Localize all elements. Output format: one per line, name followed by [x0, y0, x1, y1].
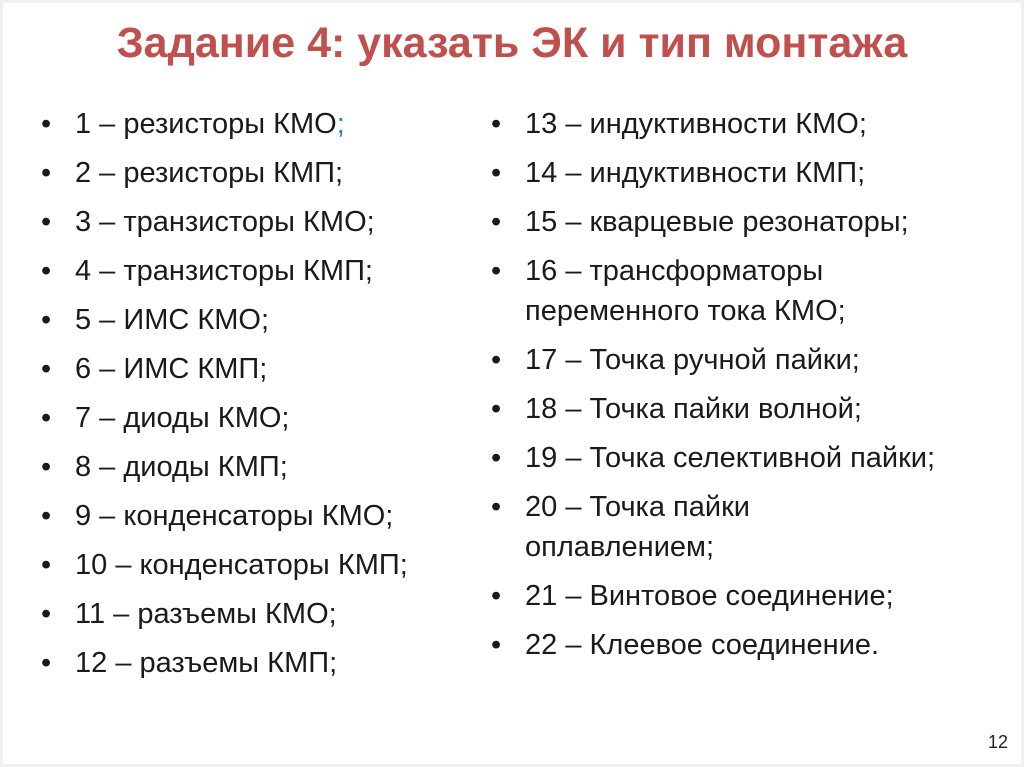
list-item-text: 7 – диоды КМО; — [75, 402, 290, 435]
list-item-text: 2 – резисторы КМП; — [75, 157, 344, 190]
bullet-icon: • — [491, 108, 502, 141]
list-item-text: 12 – разъемы КМП; — [75, 647, 338, 680]
bullet-list-left: • 1 – резисторы КМО; • 2 – резисторы КМП; • 3… — [41, 104, 491, 692]
list-item-text: 18 – Точка пайки волной; — [525, 393, 862, 426]
list-item-left-6: • 7 – диоды КМО; — [41, 398, 491, 438]
list-item-text: 19 – Точка селективной пайки; — [525, 442, 936, 475]
list-item-text: 21 – Винтовое соединение; — [525, 580, 894, 613]
bullet-icon: • — [491, 255, 502, 288]
bullet-icon: • — [491, 344, 502, 377]
bullet-icon: • — [491, 580, 502, 613]
list-item-left-9: • 10 – конденсаторы КМП; — [41, 545, 491, 585]
bullet-icon: • — [491, 442, 502, 475]
list-item-left-0: • 1 – резисторы КМО; — [41, 104, 491, 144]
bullet-icon: • — [41, 500, 52, 533]
list-item-right-0: • 13 – индуктивности КМО; — [491, 104, 1005, 144]
list-item-text: 22 – Клеевое соединение. — [525, 629, 880, 662]
page-number: 12 — [987, 732, 1008, 752]
list-item-right-4: • 17 – Точка ручной пайки; — [491, 340, 1005, 380]
list-item-text: 15 – кварцевые резонаторы; — [525, 206, 909, 239]
list-item-left-2: • 3 – транзисторы КМО; — [41, 202, 491, 242]
list-item-left-10: • 11 – разъемы КМО; — [41, 594, 491, 634]
list-item-text: 5 – ИМС КМО; — [75, 304, 270, 337]
list-item-text: 20 – Точка пайки оплавлением; — [525, 491, 750, 564]
list-item-right-1: • 14 – индуктивности КМП; — [491, 153, 1005, 193]
bullet-icon: • — [41, 549, 52, 582]
bullet-icon: • — [41, 598, 52, 631]
list-item-right-8: • 21 – Винтовое соединение; — [491, 576, 1005, 616]
bullet-icon: • — [41, 353, 52, 386]
list-item-left-4: • 5 – ИМС КМО; — [41, 300, 491, 340]
slide-title: Задание 4: указать ЭК и тип монтажа — [116, 19, 908, 67]
list-item-text: 16 – трансформаторы переменного тока КМО… — [525, 255, 846, 328]
list-item-left-11: • 12 – разъемы КМП; — [41, 643, 491, 683]
bullet-icon: • — [491, 393, 502, 426]
list-item-text: 1 – резисторы КМО; — [75, 108, 345, 141]
list-item-left-5: • 6 – ИМС КМП; — [41, 349, 491, 389]
list-item-left-1: • 2 – резисторы КМП; — [41, 153, 491, 193]
bullet-icon: • — [41, 108, 52, 141]
list-item-text: 11 – разъемы КМО; — [75, 598, 337, 631]
list-item-text: 9 – конденсаторы КМО; — [75, 500, 394, 533]
bullet-icon: • — [41, 647, 52, 680]
bullet-icon: • — [41, 206, 52, 239]
list-item-right-3: • 16 – трансформаторы переменного тока КМ… — [491, 251, 1005, 331]
list-item-text: 10 – конденсаторы КМП; — [75, 549, 408, 582]
list-item-left-7: • 8 – диоды КМП; — [41, 447, 491, 487]
content-columns: • 1 – резисторы КМО; • 2 – резисторы КМП; • 3… — [3, 104, 1021, 692]
bullet-icon: • — [41, 304, 52, 337]
bullet-icon: • — [491, 206, 502, 239]
bullet-list-right: • 13 – индуктивности КМО; • 14 – индуктивно… — [491, 104, 1021, 692]
list-item-text: 3 – транзисторы КМО; — [75, 206, 375, 239]
list-item-text: 6 – ИМС КМП; — [75, 353, 268, 386]
bullet-icon: • — [491, 157, 502, 190]
list-item-right-5: • 18 – Точка пайки волной; — [491, 389, 1005, 429]
list-item-text: 13 – индуктивности КМО; — [525, 108, 867, 141]
list-item-text: 17 – Точка ручной пайки; — [525, 344, 860, 377]
bullet-icon: • — [491, 491, 502, 524]
list-item-text: 4 – транзисторы КМП; — [75, 255, 373, 288]
list-item-left-3: • 4 – транзисторы КМП; — [41, 251, 491, 291]
list-item-text: 14 – индуктивности КМП; — [525, 157, 866, 190]
list-item-text: 8 – диоды КМП; — [75, 451, 288, 484]
list-item-right-7: • 20 – Точка пайки оплавлением; — [491, 487, 1005, 567]
bullet-icon: • — [41, 255, 52, 288]
bullet-icon: • — [41, 157, 52, 190]
bullet-icon: • — [491, 629, 502, 662]
list-item-right-2: • 15 – кварцевые резонаторы; — [491, 202, 1005, 242]
list-item-right-9: • 22 – Клеевое соединение. — [491, 625, 1005, 665]
list-item-right-6: • 19 – Точка селективной пайки; — [491, 438, 1005, 478]
bullet-icon: • — [41, 451, 52, 484]
list-item-left-8: • 9 – конденсаторы КМО; — [41, 496, 491, 536]
colored-semicolon: ; — [336, 108, 345, 141]
bullet-icon: • — [41, 402, 52, 435]
